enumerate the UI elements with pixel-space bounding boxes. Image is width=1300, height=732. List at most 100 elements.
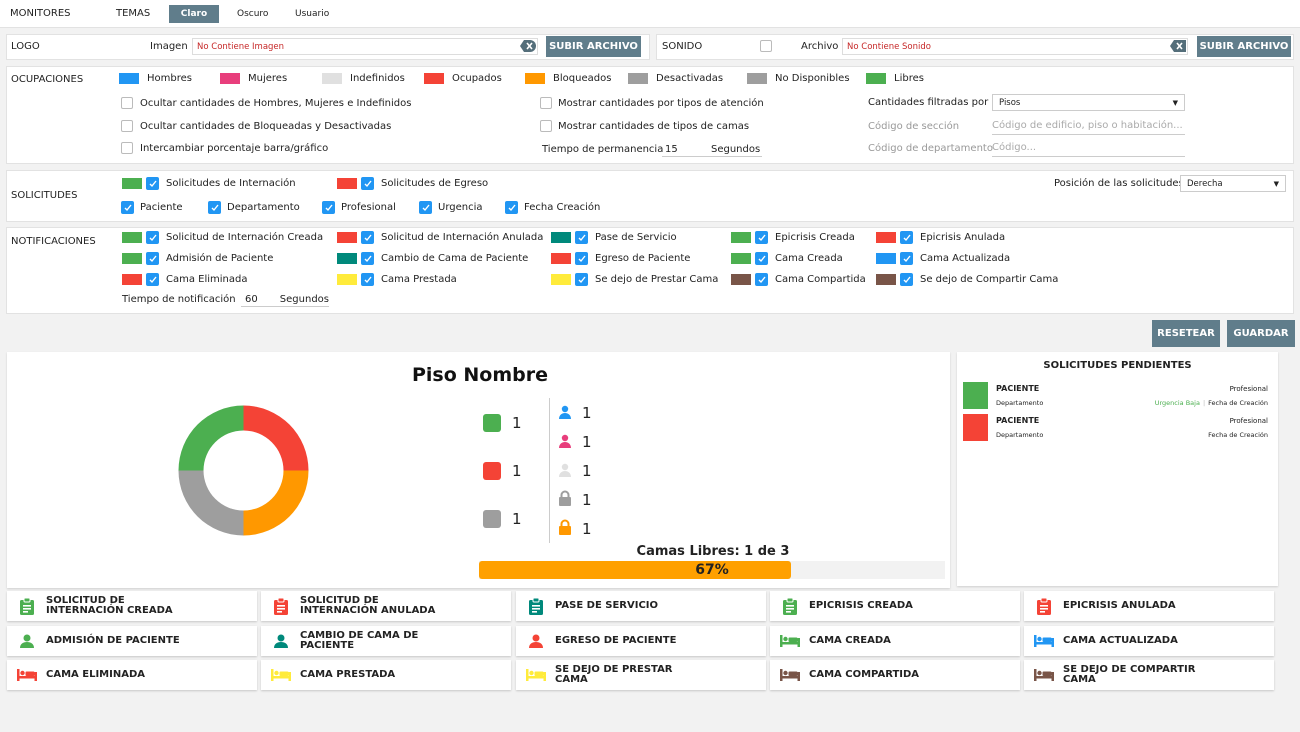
donut-slice [243, 470, 309, 536]
filtradas-select[interactable]: Pisos ▼ [992, 94, 1185, 111]
sonido-checkbox[interactable] [760, 40, 772, 52]
notificacion-option[interactable]: Cama Creada [731, 252, 843, 265]
notification-card[interactable]: CAMA CREADA [770, 626, 1020, 656]
notificacion-option[interactable]: Cama Compartida [731, 273, 866, 286]
card-label: ADMISIÓN DE PACIENTE [46, 635, 180, 646]
checkbox[interactable] [505, 201, 518, 214]
checkbox[interactable] [146, 252, 159, 265]
opt-ocultar-bd[interactable]: Ocultar cantidades de Bloqueadas y Desac… [121, 120, 391, 132]
notification-card[interactable]: SE DEJO DE COMPARTIR CAMA [1024, 660, 1274, 690]
checkbox[interactable] [575, 231, 588, 244]
notification-card[interactable]: CAMA COMPARTIDA [770, 660, 1020, 690]
notification-card[interactable]: EPICRISIS ANULADA [1024, 591, 1274, 621]
checkbox[interactable] [322, 201, 335, 214]
pendiente-item[interactable]: PACIENTE Profesional Departamento Urgenc… [963, 382, 1268, 409]
posicion-label: Posición de las solicitudes [1054, 178, 1184, 189]
notificacion-option[interactable]: Se dejo de Prestar Cama [551, 273, 718, 286]
checkbox[interactable] [419, 201, 432, 214]
opt-label: Egreso de Paciente [595, 253, 691, 264]
save-button[interactable]: GUARDAR [1227, 320, 1295, 347]
theme-claro-button[interactable]: Claro [169, 5, 219, 23]
checkbox[interactable] [755, 273, 768, 286]
notificacion-option[interactable]: Egreso de Paciente [551, 252, 690, 265]
sol-internacion[interactable]: Solicitudes de Internación [122, 177, 296, 190]
opt-tipos-camas[interactable]: Mostrar cantidades de tipos de camas [540, 120, 749, 132]
notificacion-option[interactable]: Solicitud de Internación Creada [122, 231, 323, 244]
checkbox[interactable] [208, 201, 221, 214]
posicion-select[interactable]: Derecha ▼ [1180, 175, 1286, 192]
checkbox[interactable] [361, 177, 374, 190]
checkbox[interactable] [900, 273, 913, 286]
checkbox[interactable] [361, 273, 374, 286]
notification-card[interactable]: CAMA ACTUALIZADA [1024, 626, 1274, 656]
notificacion-option[interactable]: Solicitud de Internación Anulada [337, 231, 543, 244]
tiempo-permanencia-input[interactable]: 15 Segundos [662, 142, 762, 157]
imagen-input[interactable]: No Contiene Imagen [192, 38, 538, 55]
sol-urgencia[interactable]: Urgencia [419, 201, 483, 214]
notificacion-option[interactable]: Pase de Servicio [551, 231, 677, 244]
checkbox[interactable] [575, 273, 588, 286]
checkbox[interactable] [540, 120, 552, 132]
checkbox[interactable] [575, 252, 588, 265]
checkbox[interactable] [146, 231, 159, 244]
pendiente-paciente: PACIENTE [996, 416, 1040, 425]
notification-card[interactable]: CAMA PRESTADA [261, 660, 511, 690]
notificacion-option[interactable]: Cama Eliminada [122, 273, 248, 286]
notificacion-option[interactable]: Epicrisis Creada [731, 231, 855, 244]
clear-imagen-icon[interactable] [520, 40, 536, 52]
logo-upload-button[interactable]: SUBIR ARCHIVO [546, 36, 641, 57]
notification-card[interactable]: SE DEJO DE PRESTAR CAMA [516, 660, 766, 690]
notification-card[interactable]: SOLICITUD DE INTERNACIÓN ANULADA [261, 591, 511, 621]
sol-profesional[interactable]: Profesional [322, 201, 396, 214]
sonido-upload-button[interactable]: SUBIR ARCHIVO [1197, 36, 1291, 57]
checkbox[interactable] [540, 97, 552, 109]
reset-button[interactable]: RESETEAR [1152, 320, 1220, 347]
notification-card[interactable]: ADMISIÓN DE PACIENTE [7, 626, 257, 656]
notificacion-option[interactable]: Cambio de Cama de Paciente [337, 252, 528, 265]
checkbox[interactable] [900, 252, 913, 265]
notification-card[interactable]: CAMA ELIMINADA [7, 660, 257, 690]
checkbox[interactable] [121, 97, 133, 109]
sol-fecha[interactable]: Fecha Creación [505, 201, 600, 214]
checkbox[interactable] [900, 231, 913, 244]
theme-oscuro-button[interactable]: Oscuro [237, 9, 269, 19]
tiempo-notificacion-input[interactable]: 60 Segundos [241, 292, 329, 307]
notificacion-option[interactable]: Epicrisis Anulada [876, 231, 1005, 244]
checkbox[interactable] [121, 201, 134, 214]
notificacion-option[interactable]: Se dejo de Compartir Cama [876, 273, 1058, 286]
checkbox[interactable] [121, 142, 133, 154]
depto-input[interactable]: Código... [992, 142, 1185, 157]
notificacion-option[interactable]: Cama Prestada [337, 273, 457, 286]
sol-egreso[interactable]: Solicitudes de Egreso [337, 177, 488, 190]
archivo-input[interactable]: No Contiene Sonido [842, 38, 1188, 55]
opt-label: Solicitudes de Egreso [381, 178, 489, 189]
notification-card[interactable]: SOLICITUD DE INTERNACIÓN CREADA [7, 591, 257, 621]
sol-departamento[interactable]: Departamento [208, 201, 300, 214]
notificacion-option[interactable]: Cama Actualizada [876, 252, 1010, 265]
checkbox[interactable] [361, 252, 374, 265]
checkbox[interactable] [146, 273, 159, 286]
checkbox[interactable] [755, 231, 768, 244]
opt-ocultar-hm[interactable]: Ocultar cantidades de Hombres, Mujeres e… [121, 97, 411, 109]
notificacion-option[interactable]: Admisión de Paciente [122, 252, 273, 265]
notification-card[interactable]: CAMBIO DE CAMA DE PACIENTE [261, 626, 511, 656]
notification-card[interactable]: EGRESO DE PACIENTE [516, 626, 766, 656]
pendiente-item[interactable]: PACIENTE Profesional Departamento Fecha … [963, 414, 1268, 441]
notification-card[interactable]: EPICRISIS CREADA [770, 591, 1020, 621]
checkbox[interactable] [755, 252, 768, 265]
color-swatch [337, 274, 357, 285]
opt-tipos-atencion[interactable]: Mostrar cantidades por tipos de atención [540, 97, 764, 109]
notification-card[interactable]: PASE DE SERVICIO [516, 591, 766, 621]
checkbox[interactable] [121, 120, 133, 132]
checkbox[interactable] [146, 177, 159, 190]
nav-temas[interactable]: TEMAS [116, 8, 151, 19]
seccion-input[interactable]: Código de edificio, piso o habitación... [992, 120, 1185, 135]
preview-title: Piso Nombre [411, 364, 549, 386]
clipboard-icon [526, 596, 546, 616]
nav-monitores[interactable]: MONITORES [10, 8, 71, 19]
clear-archivo-icon[interactable] [1170, 40, 1186, 52]
checkbox[interactable] [361, 231, 374, 244]
opt-intercambiar[interactable]: Intercambiar porcentaje barra/gráfico [121, 142, 328, 154]
theme-usuario-button[interactable]: Usuario [295, 9, 330, 19]
sol-paciente[interactable]: Paciente [121, 201, 183, 214]
